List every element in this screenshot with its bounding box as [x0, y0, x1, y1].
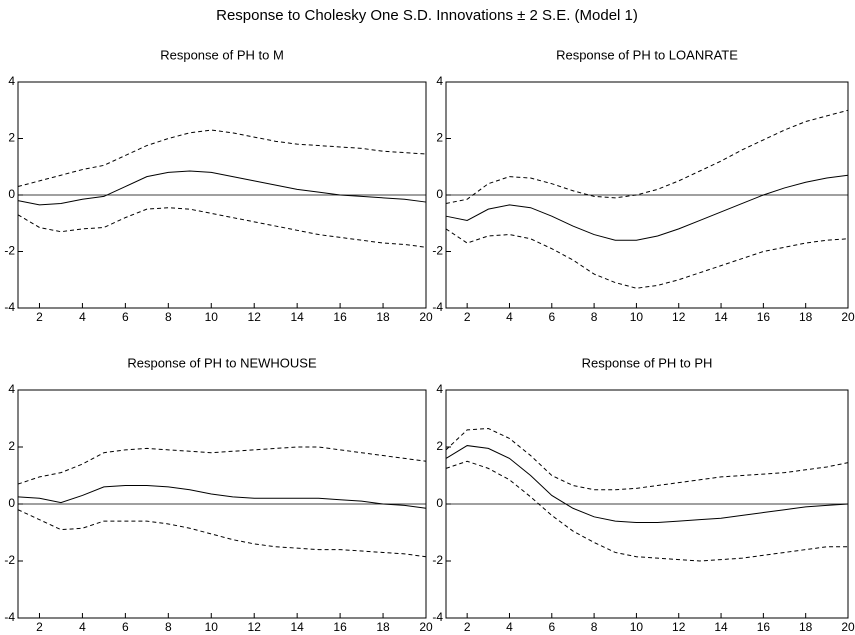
x-tick-label: 12 — [672, 620, 686, 634]
x-tick-label: 4 — [506, 620, 513, 634]
x-tick-label: 2 — [36, 620, 43, 634]
y-tick-label: 0 — [436, 496, 443, 510]
x-tick-label: 16 — [333, 310, 347, 324]
x-tick-label: 6 — [548, 620, 555, 634]
x-tick-label: 18 — [376, 310, 390, 324]
y-tick-label: -2 — [4, 553, 15, 567]
x-tick-label: 6 — [548, 310, 555, 324]
y-tick-label: -4 — [4, 300, 15, 314]
panel-title: Response of PH to PH — [582, 355, 713, 370]
response-line — [445, 445, 849, 524]
y-tick-label: -2 — [432, 244, 443, 258]
y-tick-label: 4 — [8, 382, 15, 396]
x-tick-label: 20 — [419, 310, 433, 324]
y-tick-label: 2 — [436, 439, 443, 453]
x-tick-label: 6 — [122, 310, 129, 324]
x-tick-label: 8 — [591, 620, 598, 634]
panel-title: Response of PH to M — [160, 47, 284, 62]
x-tick-label: 14 — [714, 620, 728, 634]
x-tick-label: 8 — [591, 310, 598, 324]
x-tick-label: 18 — [376, 620, 390, 634]
y-tick-label: 0 — [436, 187, 443, 201]
x-tick-label: 20 — [841, 620, 855, 634]
x-tick-label: 12 — [248, 310, 262, 324]
y-tick-label: -4 — [4, 610, 15, 624]
y-tick-label: 4 — [436, 382, 443, 396]
x-tick-label: 12 — [248, 620, 262, 634]
confidence-band — [445, 460, 848, 562]
x-tick-label: 16 — [757, 310, 771, 324]
y-tick-label: -2 — [432, 553, 443, 567]
x-tick-label: 2 — [464, 310, 471, 324]
x-tick-label: 20 — [841, 310, 855, 324]
x-tick-label: 16 — [757, 620, 771, 634]
confidence-band — [445, 427, 849, 491]
confidence-band — [17, 207, 427, 248]
x-tick-label: 4 — [79, 310, 86, 324]
y-tick-label: 4 — [436, 74, 443, 88]
x-tick-label: 14 — [714, 310, 728, 324]
y-tick-label: -2 — [4, 244, 15, 258]
y-tick-label: 2 — [8, 439, 15, 453]
y-tick-label: 0 — [8, 496, 15, 510]
x-tick-label: 16 — [333, 620, 347, 634]
confidence-band — [445, 228, 849, 289]
x-tick-label: 4 — [506, 310, 513, 324]
confidence-band — [17, 129, 427, 188]
x-tick-label: 10 — [205, 620, 219, 634]
y-tick-label: 2 — [436, 131, 443, 145]
x-tick-label: 8 — [165, 310, 172, 324]
y-tick-label: -4 — [432, 610, 443, 624]
panel-title: Response of PH to NEWHOUSE — [127, 355, 317, 370]
response-line — [445, 174, 849, 241]
x-tick-label: 12 — [672, 310, 686, 324]
chart-title: Response to Cholesky One S.D. Innovation… — [216, 7, 638, 24]
response-line — [17, 484, 427, 509]
x-tick-label: 10 — [205, 310, 219, 324]
x-tick-label: 8 — [165, 620, 172, 634]
confidence-band — [445, 109, 849, 204]
confidence-band — [17, 509, 427, 558]
x-tick-label: 14 — [290, 620, 304, 634]
x-tick-label: 14 — [290, 310, 304, 324]
x-tick-label: 10 — [630, 620, 644, 634]
x-tick-label: 18 — [799, 310, 813, 324]
x-tick-label: 10 — [630, 310, 644, 324]
y-tick-label: 4 — [8, 74, 15, 88]
x-tick-label: 2 — [464, 620, 471, 634]
x-tick-label: 2 — [36, 310, 43, 324]
y-tick-label: 0 — [8, 187, 15, 201]
x-tick-label: 4 — [79, 620, 86, 634]
confidence-band — [17, 446, 427, 485]
x-tick-label: 6 — [122, 620, 129, 634]
y-tick-label: -4 — [432, 300, 443, 314]
x-tick-label: 18 — [799, 620, 813, 634]
x-tick-label: 20 — [419, 620, 433, 634]
y-tick-label: 2 — [8, 131, 15, 145]
panel-title: Response of PH to LOANRATE — [556, 47, 738, 62]
response-line — [17, 170, 427, 206]
